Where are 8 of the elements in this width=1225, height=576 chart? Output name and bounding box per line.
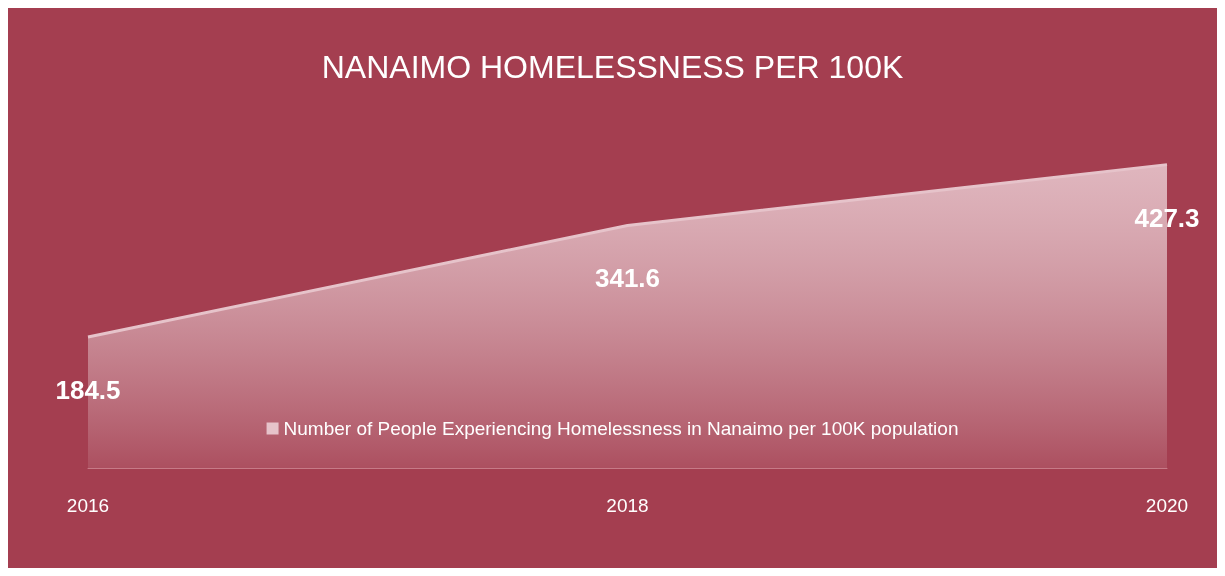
chart-title: NANAIMO HOMELESSNESS PER 100K bbox=[321, 49, 904, 85]
data-label: 184.5 bbox=[55, 375, 121, 406]
data-label: 341.6 bbox=[594, 263, 661, 294]
x-tick-label: 2016 bbox=[66, 495, 110, 516]
data-label: 427.3 bbox=[1134, 202, 1200, 233]
legend-label: Number of People Experiencing Homelessness in Nanaimo per 100K population bbox=[283, 418, 959, 439]
x-tick-label: 2018 bbox=[606, 495, 649, 516]
x-tick-label: 2020 bbox=[1145, 495, 1189, 516]
